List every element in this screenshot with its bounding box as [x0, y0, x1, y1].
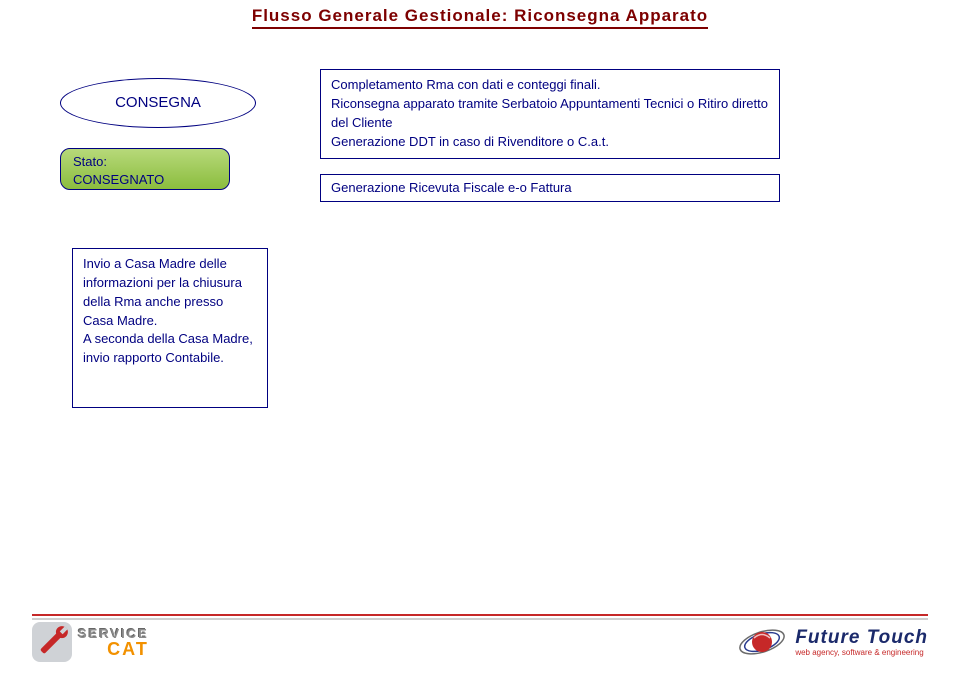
logo-servicecat-cat: CAT [107, 640, 149, 658]
footer-separator-bottom [32, 618, 928, 620]
flow-box-fattura: Generazione Ricevuta Fiscale e-o Fattura [320, 174, 780, 202]
flow-box-completamento: Completamento Rma con dati e conteggi fi… [320, 69, 780, 159]
logo-servicecat-text: SERVICE CAT [78, 627, 149, 658]
stato-label-line2: CONSEGNATO [73, 171, 225, 189]
logo-futuretouch-sub: web agency, software & engineering [795, 649, 928, 657]
flow-box-completamento-text: Completamento Rma con dati e conteggi fi… [331, 77, 768, 149]
wrench-icon [32, 622, 72, 662]
footer-separator-top [32, 614, 928, 616]
page-title-text: Flusso Generale Gestionale: Riconsegna A… [252, 6, 708, 29]
flow-node-consegna: CONSEGNA [60, 78, 256, 128]
logo-futuretouch: Future Touch web agency, software & engi… [737, 623, 928, 661]
flow-box-fattura-text: Generazione Ricevuta Fiscale e-o Fattura [331, 180, 572, 195]
orb-icon [737, 623, 787, 661]
logo-futuretouch-main: Future Touch [795, 628, 928, 647]
logo-servicecat-service: SERVICE [78, 627, 149, 640]
page-title: Flusso Generale Gestionale: Riconsegna A… [0, 6, 960, 26]
logo-futuretouch-text: Future Touch web agency, software & engi… [795, 628, 928, 657]
flow-node-consegna-label: CONSEGNA [115, 94, 201, 113]
logo-servicecat: SERVICE CAT [32, 622, 149, 662]
footer: SERVICE CAT Future Touch web agency, sof… [0, 622, 960, 662]
stato-label-line1: Stato: [73, 153, 225, 171]
flow-box-invio-text: Invio a Casa Madre delle informazioni pe… [83, 256, 253, 365]
flow-node-stato: Stato: CONSEGNATO [60, 148, 230, 190]
flow-box-invio: Invio a Casa Madre delle informazioni pe… [72, 248, 268, 408]
